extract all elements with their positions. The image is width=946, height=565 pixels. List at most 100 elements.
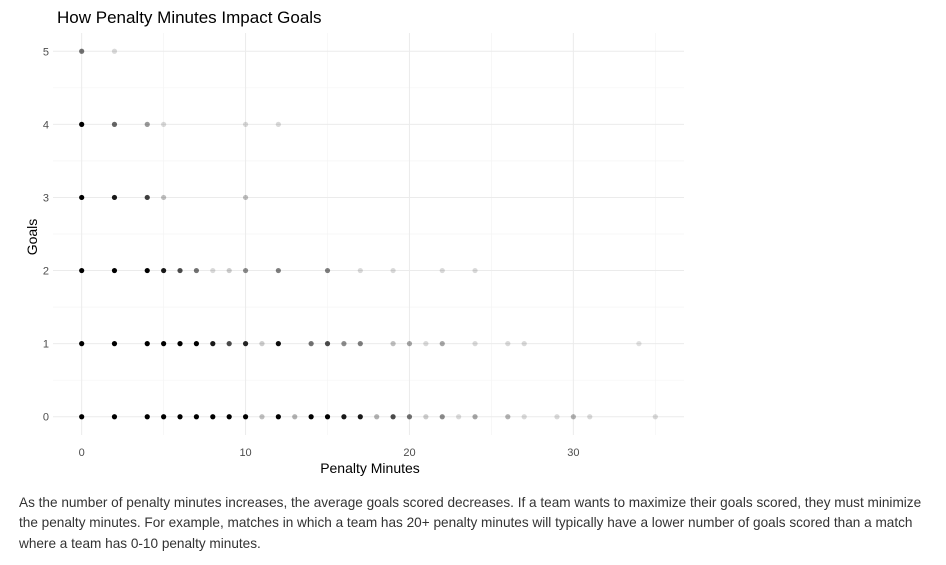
- data-point: [177, 414, 183, 420]
- data-point: [324, 267, 331, 274]
- x-tick-label: 0: [79, 447, 85, 459]
- data-point: [111, 341, 118, 347]
- data-point: [79, 267, 85, 274]
- x-tick-label: 10: [239, 447, 251, 459]
- data-point: [406, 341, 413, 347]
- data-point: [242, 194, 249, 201]
- data-point: [79, 194, 85, 201]
- data-point: [390, 341, 396, 347]
- data-point: [111, 121, 118, 127]
- data-point: [144, 414, 150, 420]
- data-point: [111, 267, 118, 274]
- x-axis-tick-labels: 0 10 20 30: [79, 447, 580, 459]
- data-point: [177, 267, 183, 274]
- data-point: [193, 414, 200, 420]
- data-point: [161, 414, 167, 420]
- x-tick-label: 20: [403, 447, 415, 459]
- data-point: [292, 414, 298, 420]
- data-point: [308, 414, 314, 420]
- data-point: [144, 267, 150, 274]
- data-point: [275, 267, 281, 274]
- data-point: [652, 414, 658, 420]
- data-point: [259, 341, 265, 347]
- data-point: [439, 414, 445, 420]
- data-point: [275, 414, 281, 420]
- data-point: [521, 414, 527, 420]
- data-point: [324, 414, 331, 420]
- data-point: [275, 341, 281, 347]
- data-point: [570, 414, 576, 420]
- y-axis-title: Goals: [24, 219, 40, 256]
- data-point: [423, 414, 429, 420]
- grid-lines: [53, 33, 684, 435]
- data-point: [357, 341, 363, 347]
- data-point: [111, 194, 118, 201]
- y-tick-label: 2: [43, 266, 49, 278]
- data-point: [324, 341, 331, 347]
- data-point: [439, 341, 445, 347]
- chart-title: How Penalty Minutes Impact Goals: [57, 8, 322, 27]
- y-tick-label: 5: [43, 46, 49, 58]
- data-point: [226, 414, 232, 420]
- data-point: [505, 341, 511, 347]
- data-point: [226, 267, 232, 274]
- data-point: [79, 48, 85, 54]
- data-point: [308, 341, 314, 347]
- data-point: [161, 121, 167, 127]
- data-point: [226, 341, 232, 347]
- chart-svg: 0 10 20 30 0 1 2 3 4 5 How Penalty Minutes Impac…: [24, 8, 684, 476]
- data-point: [357, 414, 363, 420]
- data-point: [406, 414, 413, 420]
- chart-caption: As the number of penalty minutes increas…: [19, 495, 922, 551]
- data-point: [210, 267, 216, 274]
- y-tick-label: 3: [43, 192, 49, 204]
- data-point: [636, 341, 642, 347]
- data-point: [193, 267, 200, 274]
- data-point: [439, 267, 445, 274]
- data-point: [111, 48, 118, 54]
- data-point: [390, 267, 396, 274]
- y-tick-label: 1: [43, 339, 49, 351]
- data-point: [505, 414, 511, 420]
- data-point: [242, 267, 249, 274]
- data-point: [357, 267, 363, 274]
- data-point: [456, 414, 462, 420]
- data-point: [210, 414, 216, 420]
- data-point: [193, 341, 200, 347]
- data-point: [79, 414, 85, 420]
- data-point: [374, 414, 380, 420]
- x-axis-title: Penalty Minutes: [320, 460, 420, 476]
- data-point: [177, 341, 183, 347]
- data-point: [472, 267, 478, 274]
- data-point: [144, 194, 150, 201]
- data-point: [161, 341, 167, 347]
- data-point: [472, 341, 478, 347]
- data-point: [79, 121, 85, 127]
- y-tick-label: 0: [43, 412, 49, 424]
- data-point: [161, 194, 167, 201]
- data-point: [144, 341, 150, 347]
- data-point: [423, 341, 429, 347]
- y-tick-label: 4: [43, 119, 49, 131]
- data-point: [341, 414, 347, 420]
- data-point: [472, 414, 478, 420]
- y-axis-tick-labels: 0 1 2 3 4 5: [43, 46, 49, 423]
- data-point: [390, 414, 396, 420]
- data-point: [111, 414, 118, 420]
- data-point: [242, 414, 249, 420]
- data-point: [521, 341, 527, 347]
- data-point: [341, 341, 347, 347]
- scatter-chart: 0 10 20 30 0 1 2 3 4 5 How Penalty Minutes Impac…: [24, 8, 684, 476]
- data-point: [242, 121, 249, 127]
- data-point: [79, 341, 85, 347]
- data-point: [210, 341, 216, 347]
- data-point: [259, 414, 265, 420]
- data-point: [275, 121, 281, 127]
- data-point: [554, 414, 560, 420]
- data-point: [144, 121, 150, 127]
- data-point: [161, 267, 167, 274]
- x-tick-label: 30: [567, 447, 579, 459]
- data-point: [242, 341, 249, 347]
- data-point: [587, 414, 593, 420]
- data-points: [79, 48, 658, 420]
